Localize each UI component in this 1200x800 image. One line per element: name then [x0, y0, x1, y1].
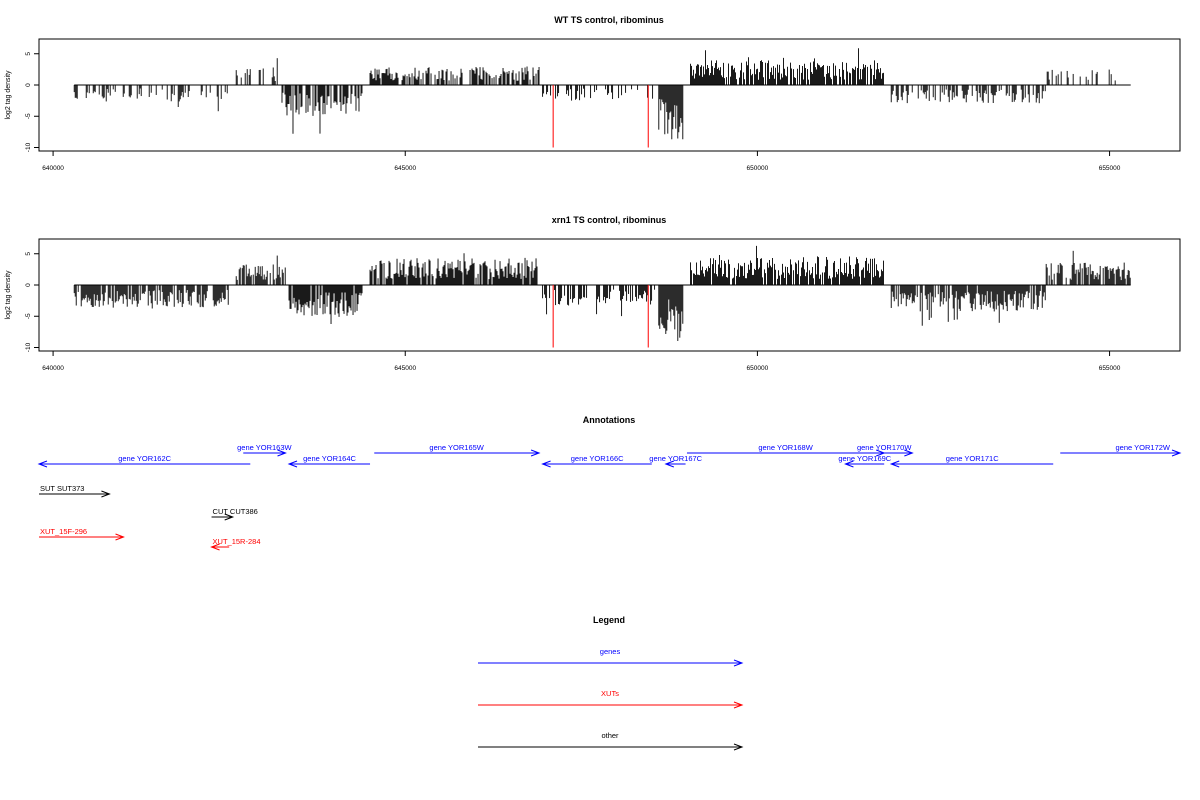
density-bars: [73, 48, 1131, 140]
panel-wt: WT TS control, ribominus log2 tag densit…: [5, 15, 1181, 172]
legend-title: Legend: [593, 615, 625, 625]
red-markers: [552, 285, 649, 348]
y-tick-label: -5: [25, 313, 32, 319]
annotation-feature: XUT_15F-296: [39, 527, 125, 541]
x-tick-label: 640000: [42, 165, 64, 172]
annotation-label: gene YOR169C: [838, 454, 891, 463]
legend-entries: genes XUTs other: [478, 647, 744, 751]
annotation-feature: SUT SUT373: [39, 484, 111, 498]
annotation-label: gene YOR164C: [303, 454, 356, 463]
annotation-label: gene YOR172W: [1116, 443, 1171, 452]
feature-arrowhead: [530, 449, 541, 457]
feature-arrowhead: [101, 490, 111, 498]
annotation-feature: gene YOR167C: [649, 454, 703, 468]
legend-entry: genes: [478, 647, 744, 667]
feature-arrowhead: [115, 533, 125, 541]
annotation-label: gene YOR163W: [237, 443, 292, 452]
annotation-label: gene YOR171C: [946, 454, 999, 463]
x-tick-label: 650000: [747, 365, 769, 372]
legend-label: genes: [600, 647, 621, 656]
y-axis-label: log2 tag density: [5, 270, 12, 320]
annotation-feature: gene YOR162C: [37, 454, 251, 468]
y-axis: -10 -5 0 5: [25, 252, 40, 352]
annotation-feature: gene YOR169C: [838, 454, 892, 468]
annotation-feature: gene YOR171C: [889, 454, 1054, 468]
annotation-label: gene YOR166C: [571, 454, 624, 463]
legend-entry: other: [478, 731, 744, 751]
annotation-label: XUT_15R-284: [213, 537, 261, 546]
panel-title: WT TS control, ribominus: [554, 15, 664, 25]
feature-arrowhead: [844, 460, 854, 468]
x-axis: 640000 645000 650000 655000: [42, 351, 1121, 372]
feature-arrowhead: [1171, 449, 1182, 457]
x-tick-label: 655000: [1099, 165, 1121, 172]
feature-arrowhead: [733, 743, 744, 751]
annotation-feature: gene YOR163W: [237, 443, 293, 457]
y-tick-label: -10: [25, 142, 32, 152]
x-axis: 640000 645000 650000 655000: [42, 151, 1121, 172]
y-tick-label: 5: [25, 252, 32, 256]
legend-label: other: [601, 731, 619, 740]
y-axis: -10 -5 0 5: [25, 52, 40, 152]
x-tick-label: 645000: [394, 165, 416, 172]
y-tick-label: 5: [25, 52, 32, 56]
y-tick-label: -5: [25, 113, 32, 119]
legend-entry: XUTs: [478, 689, 744, 709]
x-tick-label: 645000: [394, 365, 416, 372]
feature-arrowhead: [733, 659, 744, 667]
annotation-feature: CUT CUT386: [211, 507, 258, 521]
annotation-label: CUT CUT386: [213, 507, 258, 516]
annotation-feature: gene YOR164C: [287, 454, 371, 468]
feature-arrowhead: [904, 449, 914, 457]
red-markers: [552, 85, 649, 148]
legend-panel: Legend genes XUTs other: [478, 615, 744, 751]
density-bars: [73, 245, 1131, 341]
annotations-title: Annotations: [583, 415, 636, 425]
annotation-label: XUT_15F-296: [40, 527, 87, 536]
feature-arrowhead: [210, 543, 220, 551]
x-tick-label: 640000: [42, 365, 64, 372]
feature-arrowhead: [224, 513, 235, 521]
annotation-label: gene YOR165W: [429, 443, 484, 452]
legend-label: XUTs: [601, 689, 619, 698]
feature-arrowhead: [287, 460, 298, 468]
annotation-features: gene YOR162C gene YOR163W gene YOR164C gene…: [37, 443, 1182, 551]
annotation-label: gene YOR167C: [649, 454, 702, 463]
panel-title: xrn1 TS control, ribominus: [552, 215, 667, 225]
y-tick-label: -10: [25, 342, 32, 352]
feature-arrowhead: [37, 460, 48, 468]
panel-xrn1: xrn1 TS control, ribominus log2 tag dens…: [5, 215, 1181, 372]
feature-arrowhead: [889, 460, 900, 468]
annotation-feature: XUT_15R-284: [210, 537, 261, 551]
x-tick-label: 650000: [747, 165, 769, 172]
feature-arrowhead: [277, 449, 287, 457]
y-tick-label: 0: [25, 283, 32, 287]
annotation-feature: gene YOR170W: [856, 443, 914, 457]
feature-arrowhead: [664, 460, 675, 468]
x-tick-label: 655000: [1099, 365, 1121, 372]
feature-arrowhead: [541, 460, 551, 468]
y-tick-label: 0: [25, 83, 32, 87]
annotation-label: SUT SUT373: [40, 484, 84, 493]
y-axis-label: log2 tag density: [5, 70, 12, 120]
annotation-label: gene YOR162C: [118, 454, 171, 463]
annotation-feature: gene YOR166C: [541, 454, 652, 468]
annotation-feature: gene YOR165W: [374, 443, 541, 457]
annotation-feature: gene YOR172W: [1060, 443, 1182, 457]
annotation-label: gene YOR168W: [758, 443, 813, 452]
feature-arrowhead: [733, 701, 744, 709]
annotation-label: gene YOR170W: [857, 443, 912, 452]
